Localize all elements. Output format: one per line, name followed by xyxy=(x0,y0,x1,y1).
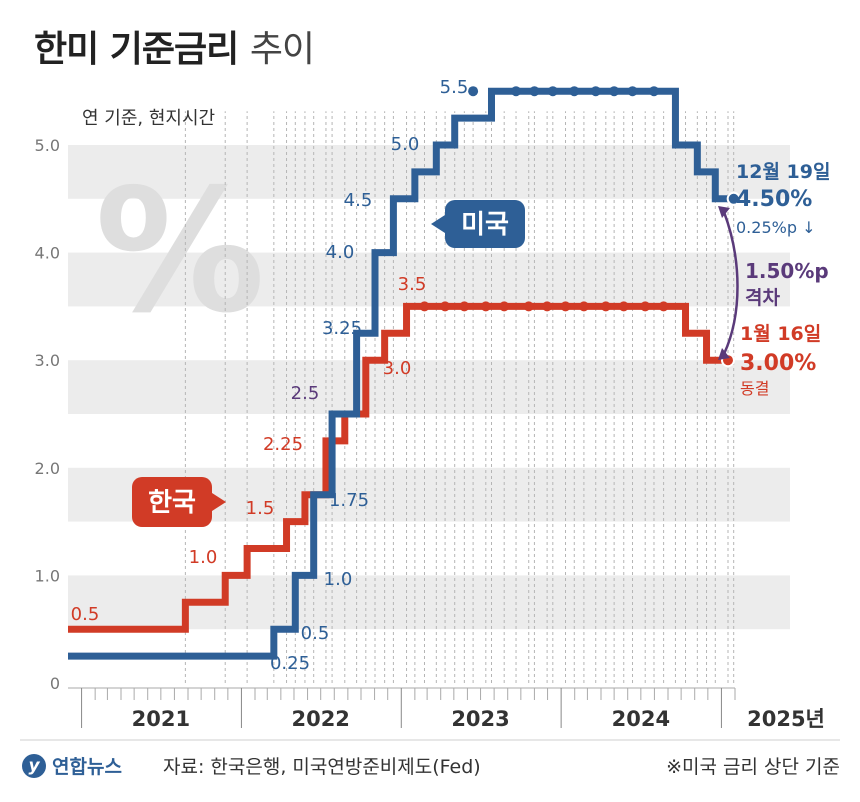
korea-hold-dot xyxy=(560,301,571,312)
gap-arrow-head xyxy=(718,206,730,218)
korea-hold-dot xyxy=(480,301,491,312)
korea-hold-dot xyxy=(600,301,611,312)
us-data-label: 1.0 xyxy=(324,569,353,590)
us-tag-box xyxy=(445,200,525,248)
korea-hold-dot xyxy=(440,301,451,312)
y-tick-label: 5.0 xyxy=(35,136,60,155)
us-data-label: 5.5 xyxy=(440,77,469,98)
us-hold-dot xyxy=(590,86,601,97)
us-data-label: 0.25 xyxy=(270,653,310,674)
korea-hold-dot xyxy=(419,301,430,312)
korea-data-label: 0.5 xyxy=(71,604,100,625)
korea-hold-dot xyxy=(618,301,629,312)
x-year-label: 2025년 xyxy=(747,707,825,731)
grid-band xyxy=(68,575,790,630)
us-tag: 미국 xyxy=(431,200,525,248)
title-sub: 추이 xyxy=(249,29,315,70)
korea-hold-dot xyxy=(542,301,553,312)
unit-note: 연 기준, 현지시간 xyxy=(82,108,216,129)
gap-arrow xyxy=(722,211,739,355)
us-date-annotation: 12월 19일 xyxy=(736,161,830,183)
us-hold-dot xyxy=(648,86,659,97)
korea-hold-dot xyxy=(640,301,651,312)
korea-tag-pointer xyxy=(212,493,226,511)
korea-data-label: 3.5 xyxy=(398,274,427,295)
us-latest-dot xyxy=(726,191,741,206)
korea-hold-dot xyxy=(499,301,510,312)
y-tick-label: 3.0 xyxy=(35,351,60,370)
y-tick-label: 4.0 xyxy=(35,244,60,263)
korea-status-annotation: 동결 xyxy=(740,379,769,398)
us-rate-line xyxy=(68,87,734,660)
korea-hold-dot xyxy=(523,301,534,312)
gap-arrow-head xyxy=(718,348,730,360)
x-year-label: 2023 xyxy=(451,707,509,731)
grid-band xyxy=(68,252,790,307)
title-main: 한미 기준금리 xyxy=(34,29,239,70)
x-year-label: 2021 xyxy=(132,707,190,731)
us-data-label: 1.75 xyxy=(329,490,369,511)
us-hold-dot xyxy=(529,86,540,97)
grid-band xyxy=(68,360,790,414)
yonhap-logo-icon: y xyxy=(22,753,46,778)
y-tick-label: 0 xyxy=(50,674,60,693)
y-tick-label: 1.0 xyxy=(35,566,60,585)
korea-data-label: 3.0 xyxy=(383,358,412,379)
us-change-annotation: 0.25%p ↓ xyxy=(736,218,815,237)
source-note: 자료: 한국은행, 미국연방준비제도(Fed) xyxy=(163,756,481,778)
korea-data-label: 1.0 xyxy=(189,547,218,568)
korea-hold-dot xyxy=(459,301,470,312)
basis-note: ※미국 금리 상단 기준 xyxy=(666,756,840,778)
us-hold-dot xyxy=(511,86,522,97)
us-hold-dot xyxy=(468,86,479,97)
page-title: 한미 기준금리 추이 xyxy=(34,20,315,72)
us-rate-annotation: 4.50% xyxy=(736,187,812,212)
us-tag-label: 미국 xyxy=(461,210,509,240)
us-data-label: 4.5 xyxy=(344,190,373,211)
us-hold-dot xyxy=(569,86,580,97)
us-tag-pointer xyxy=(431,215,445,233)
us-data-label: 5.0 xyxy=(391,134,420,155)
korea-rate-annotation: 3.00% xyxy=(740,351,816,376)
korea-date-annotation: 1월 16일 xyxy=(740,323,821,345)
us-hold-dot xyxy=(627,86,638,97)
percent-icon: % xyxy=(95,153,265,351)
korea-hold-dot xyxy=(658,301,669,312)
korea-tag-label: 한국 xyxy=(148,488,196,518)
korea-hold-dot xyxy=(578,301,589,312)
korea-tag-box xyxy=(132,477,212,527)
gap-value-annotation: 1.50%p xyxy=(745,259,829,283)
us-data-label: 2.5 xyxy=(291,383,320,404)
us-data-label: 0.5 xyxy=(301,623,330,644)
us-hold-dot xyxy=(609,86,620,97)
x-year-label: 2024 xyxy=(612,707,670,731)
korea-data-label: 2.25 xyxy=(263,434,303,455)
korea-data-label: 1.5 xyxy=(246,498,275,519)
us-hold-dot xyxy=(547,86,558,97)
logo-text: 연합뉴스 xyxy=(52,756,122,778)
us-data-label: 3.25 xyxy=(322,318,362,339)
korea-tag: 한국 xyxy=(132,477,226,527)
y-tick-label: 2.0 xyxy=(35,459,60,478)
x-year-label: 2022 xyxy=(291,707,349,731)
gap-label-annotation: 격차 xyxy=(745,287,780,309)
footer-logo: y 연합뉴스 xyxy=(22,752,122,779)
us-data-label: 4.0 xyxy=(326,242,355,263)
